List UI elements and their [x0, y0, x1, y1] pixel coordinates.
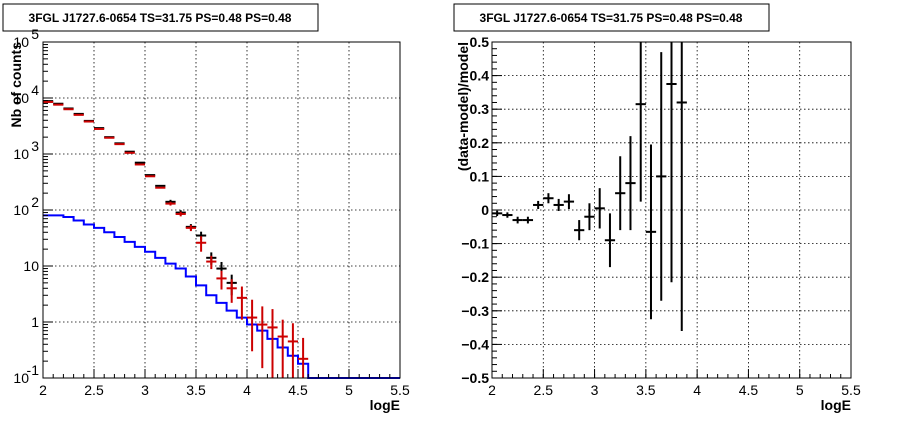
data-point-red — [247, 299, 258, 352]
counts-y-tick-exponent: 3 — [31, 138, 39, 154]
residual-y-tick-label: 0.1 — [470, 168, 490, 184]
counts-ylabel: Nb of counts — [8, 42, 24, 128]
residual-x-tick-label: 4 — [693, 382, 701, 398]
counts-x-tick-label: 2.5 — [84, 382, 104, 398]
residual-x-tick-label: 2 — [488, 382, 496, 398]
residual-point — [492, 210, 503, 217]
counts-title: 3FGL J1727.6-0654 TS=31.75 PS=0.48 PS=0.… — [29, 11, 292, 25]
residual-panel: 3FGL J1727.6-0654 TS=31.75 PS=0.48 PS=0.… — [453, 3, 861, 413]
counts-y-tick-exponent: -1 — [27, 362, 40, 378]
residual-point — [574, 220, 585, 241]
counts-x-tick-label: 4 — [243, 382, 251, 398]
counts-y-tick-label: 10 — [13, 202, 29, 218]
residual-point — [594, 188, 605, 229]
data-point-red — [277, 319, 288, 378]
residual-series — [492, 42, 687, 331]
data-point-red — [236, 286, 247, 320]
residual-y-tick-label: −0.2 — [461, 269, 489, 285]
residual-title-box — [453, 3, 770, 32]
counts-y-tick-label: 10 — [13, 90, 29, 106]
residual-x-tick-label: 5.5 — [841, 382, 861, 398]
counts-y-tick-label: 10 — [13, 370, 29, 386]
counts-y-tick-label: 10 — [13, 146, 29, 162]
counts-y-tick-exponent: 5 — [31, 26, 39, 42]
residual-x-tick-label: 3 — [591, 382, 599, 398]
residual-ylabel: (data-model)/model — [455, 42, 471, 171]
data-point-red — [165, 201, 176, 206]
data-point-red — [287, 323, 298, 378]
counts-title-box — [2, 3, 319, 32]
counts-xlabel: logE — [370, 397, 400, 413]
residual-y-tick-label: 0.4 — [470, 68, 490, 84]
residual-point — [502, 212, 513, 218]
residual-point — [604, 213, 616, 268]
residual-point — [533, 200, 544, 209]
residual-y-tick-label: −0.1 — [461, 236, 489, 252]
counts-series — [43, 100, 400, 379]
counts-y-tick-exponent: 4 — [31, 82, 39, 98]
residual-y-tick-label: 0.3 — [470, 101, 490, 117]
counts-y-tick-label: 1 — [31, 314, 39, 330]
data-point-red — [298, 337, 309, 378]
residual-point — [635, 42, 646, 202]
model-step-line — [43, 214, 400, 379]
residual-point — [645, 144, 657, 320]
counts-panel: 3FGL J1727.6-0654 TS=31.75 PS=0.48 PS=0.… — [2, 3, 410, 413]
residual-y-tick-label: 0 — [481, 202, 489, 218]
residual-point — [543, 193, 554, 204]
counts-x-tick-label: 5.5 — [390, 382, 410, 398]
residual-point — [553, 198, 564, 212]
counts-x-tick-label: 3.5 — [186, 382, 206, 398]
residual-point — [666, 42, 677, 283]
residual-point — [625, 136, 636, 231]
data-point-red — [196, 236, 207, 252]
residual-grid — [492, 42, 851, 378]
counts-y-tick-label: 10 — [13, 34, 29, 50]
counts-x-tick-label: 2 — [39, 382, 47, 398]
residual-x-tick-label: 2.5 — [534, 382, 554, 398]
data-point-red — [206, 255, 217, 270]
counts-y-tick-label: 10 — [23, 258, 39, 274]
residual-y-tick-label: 0.2 — [470, 135, 490, 151]
data-point-red — [216, 270, 227, 290]
data-point-red — [175, 211, 186, 217]
data-point-red — [257, 306, 268, 369]
residual-x-tick-label: 3.5 — [636, 382, 656, 398]
counts-x-tick-label: 5 — [345, 382, 353, 398]
residual-point — [512, 216, 523, 224]
counts-grid — [43, 42, 400, 378]
data-point-red — [226, 279, 237, 303]
residual-point — [676, 42, 687, 331]
residual-point — [656, 52, 667, 301]
counts-x-tick-label: 4.5 — [288, 382, 308, 398]
residual-y-tick-label: −0.5 — [461, 370, 489, 386]
residual-point — [615, 156, 626, 231]
residual-point — [522, 216, 534, 224]
data-point-red — [185, 224, 196, 232]
residual-y-tick-label: −0.3 — [461, 303, 489, 319]
residual-point — [584, 203, 595, 231]
residual-title: 3FGL J1727.6-0654 TS=31.75 PS=0.48 PS=0.… — [480, 11, 743, 25]
residual-point — [563, 194, 575, 209]
residual-y-tick-label: −0.4 — [461, 336, 489, 352]
counts-y-tick-exponent: 2 — [31, 194, 39, 210]
residual-xlabel: logE — [821, 397, 851, 413]
residual-ticks: 2 2.5 3 3.5 4 4.5 5 5.5 −0.5 −0.4 −0.3 −0.2 −0.1 0 0.1… — [461, 34, 861, 398]
residual-x-tick-label: 4.5 — [739, 382, 759, 398]
residual-y-tick-label: 0.5 — [470, 34, 490, 50]
residual-x-tick-label: 5 — [796, 382, 804, 398]
data-point-red — [267, 309, 278, 378]
counts-frame — [42, 41, 401, 379]
counts-x-tick-label: 3 — [141, 382, 149, 398]
